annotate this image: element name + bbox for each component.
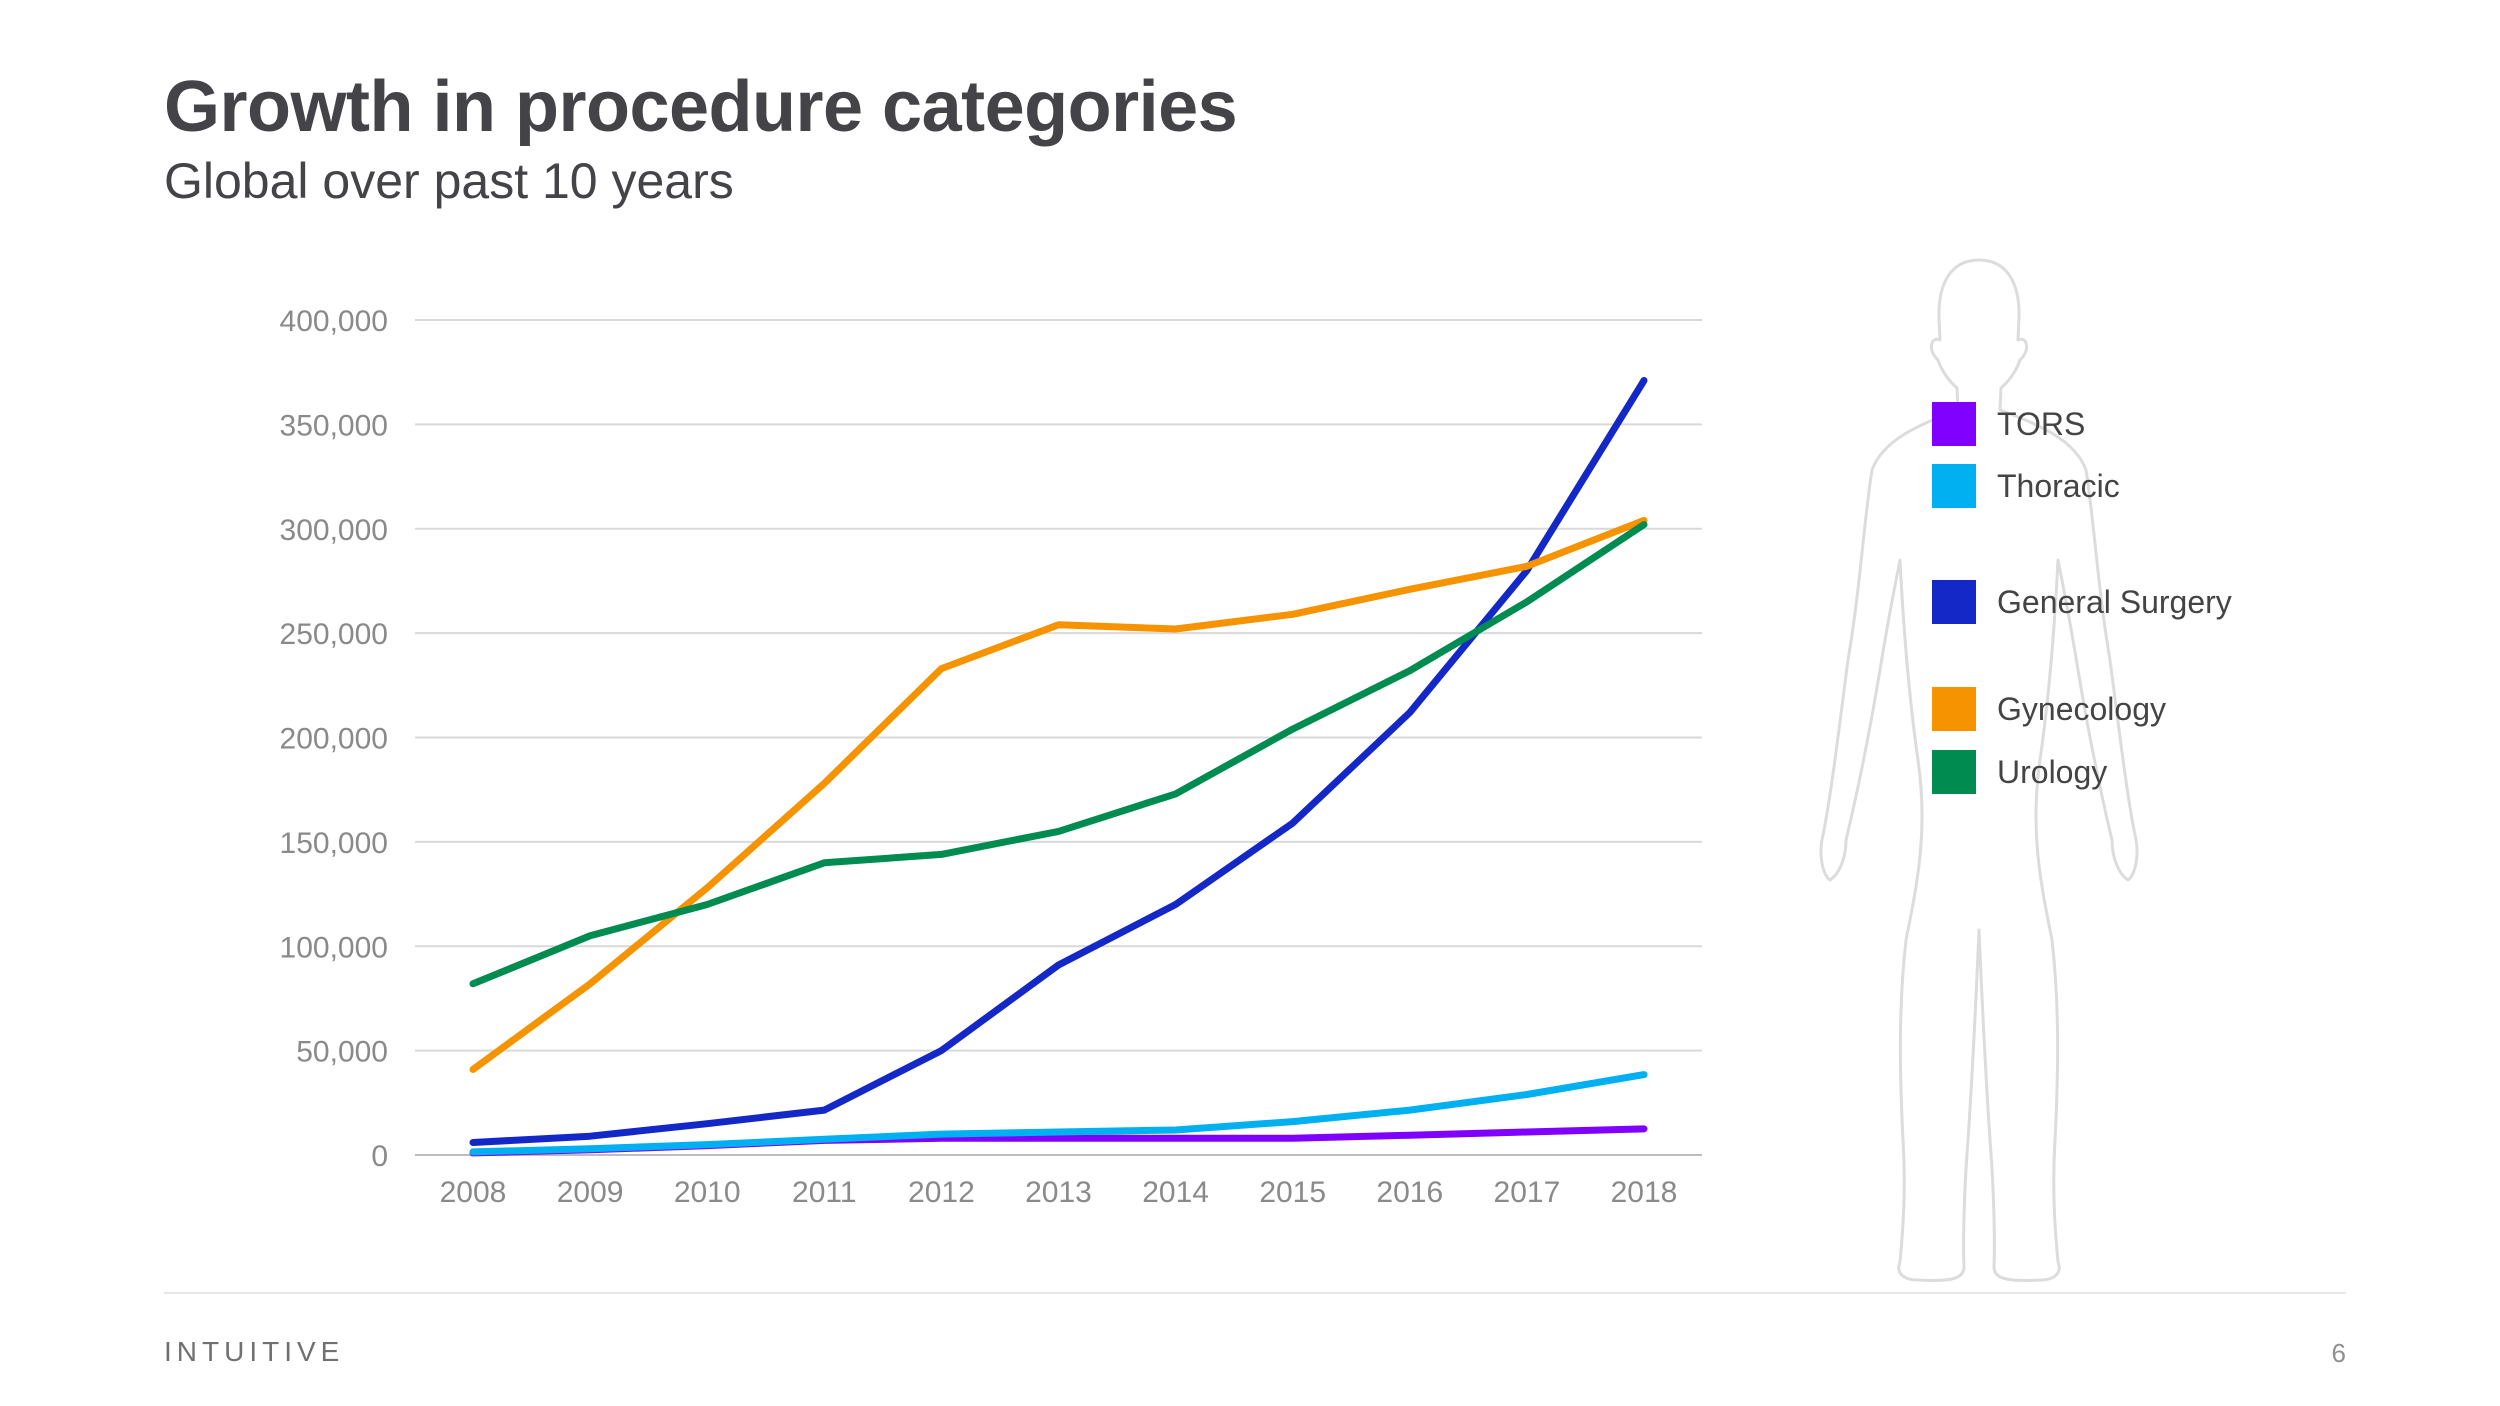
x-tick-label: 2016 [1376,1176,1443,1209]
legend-swatch-thoracic [1932,464,1976,508]
y-tick-label: 150,000 [280,827,388,860]
x-tick-label: 2013 [1025,1176,1092,1209]
y-tick-label: 100,000 [280,931,388,964]
series-line-gynecology [469,516,1648,1073]
x-tick-label: 2014 [1142,1176,1209,1209]
y-tick-label: 0 [371,1140,388,1173]
x-tick-label: 2015 [1259,1176,1326,1209]
x-tick-label: 2008 [440,1176,507,1209]
slide-title: Growth in procedure categories [164,67,1238,147]
human-silhouette-icon [1819,258,2139,1282]
chart-legend: TORS Thoracic General Surgery Gynecology Uro… [1932,402,2232,794]
footer-divider [164,1292,2346,1294]
slide-subtitle: Global over past 10 years [164,153,734,209]
legend-swatch-tors [1932,402,1976,446]
legend-label-thoracic: Thoracic [1997,468,2120,504]
legend-label-general-surgery: General Surgery [1997,584,2232,620]
x-tick-label: 2017 [1494,1176,1561,1209]
y-tick-label: 300,000 [280,514,388,547]
brand-logo: INTUITIVE [164,1336,345,1367]
y-tick-label: 250,000 [280,618,388,651]
y-tick-label: 200,000 [280,723,388,756]
legend-swatch-gynecology [1932,687,1976,731]
legend-label-urology: Urology [1997,754,2107,790]
x-axis: 2008 2009 2010 2011 2012 2013 2014 2015 2016 2017… [440,1176,1678,1209]
chart-grid [415,319,1702,1156]
page-number: 6 [2331,1338,2346,1368]
x-tick-label: 2010 [674,1176,741,1209]
legend-label-tors: TORS [1997,406,2085,442]
legend-swatch-urology [1932,750,1976,794]
y-axis: 0 50,000 100,000 150,000 200,000 250,000 300,0… [280,305,388,1173]
x-tick-label: 2009 [557,1176,624,1209]
series-line-urology [469,521,1648,988]
x-tick-label: 2012 [908,1176,975,1209]
legend-swatch-general-surgery [1932,580,1976,624]
x-tick-label: 2011 [792,1176,857,1209]
x-tick-label: 2018 [1611,1176,1678,1209]
series-line-thoracic [469,1071,1648,1156]
y-tick-label: 350,000 [280,409,388,442]
y-tick-label: 400,000 [280,305,388,338]
legend-label-gynecology: Gynecology [1997,691,2166,727]
series-line-general-surgery [469,377,1648,1146]
chart-series [469,377,1648,1157]
y-tick-label: 50,000 [296,1036,388,1069]
